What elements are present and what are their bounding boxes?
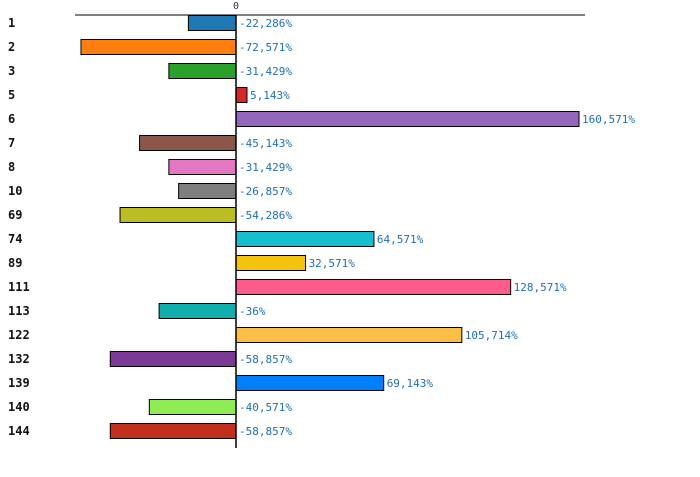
- category-label: 2: [8, 40, 15, 54]
- value-label: 160,571%: [582, 113, 635, 126]
- value-label: -26,857%: [239, 185, 292, 198]
- value-label: -31,429%: [239, 65, 292, 78]
- value-label: -54,286%: [239, 209, 292, 222]
- value-label: -22,286%: [239, 17, 292, 30]
- value-label: -36%: [239, 305, 266, 318]
- value-label: 69,143%: [387, 377, 434, 390]
- bar: [168, 159, 237, 175]
- bar: [235, 231, 375, 247]
- value-label: 5,143%: [250, 89, 290, 102]
- category-label: 1: [8, 16, 15, 30]
- category-label: 89: [8, 256, 22, 270]
- category-label: 140: [8, 400, 30, 414]
- value-label: 105,714%: [465, 329, 518, 342]
- value-label: -40,571%: [239, 401, 292, 414]
- value-label: 64,571%: [377, 233, 424, 246]
- bar: [178, 183, 237, 199]
- bar: [235, 279, 512, 295]
- category-label: 139: [8, 376, 30, 390]
- bar: [148, 399, 237, 415]
- category-label: 69: [8, 208, 22, 222]
- bar: [235, 255, 307, 271]
- bar: [109, 351, 237, 367]
- category-label: 8: [8, 160, 15, 174]
- category-label: 122: [8, 328, 30, 342]
- value-label: 128,571%: [514, 281, 567, 294]
- bar: [235, 327, 463, 343]
- bar: [235, 375, 385, 391]
- value-label: -45,143%: [239, 137, 292, 150]
- bars-group: 1 -22,286% 2 -72,571% 3 -31,429% 5 5,143% 6 160,5…: [8, 15, 635, 439]
- value-label: -72,571%: [239, 41, 292, 54]
- category-label: 111: [8, 280, 30, 294]
- value-label: 32,571%: [309, 257, 356, 270]
- category-label: 10: [8, 184, 22, 198]
- bar: [187, 15, 237, 31]
- bar: [235, 111, 580, 127]
- bar: [158, 303, 237, 319]
- value-label: -31,429%: [239, 161, 292, 174]
- bar: [109, 423, 237, 439]
- value-label: -58,857%: [239, 353, 292, 366]
- category-label: 113: [8, 304, 30, 318]
- category-label: 3: [8, 64, 15, 78]
- zero-tick-label: 0: [233, 1, 239, 12]
- category-label: 5: [8, 88, 15, 102]
- category-label: 132: [8, 352, 30, 366]
- bar: [119, 207, 237, 223]
- value-label: -58,857%: [239, 425, 292, 438]
- bar: [168, 63, 237, 79]
- category-label: 7: [8, 136, 15, 150]
- bar: [235, 87, 248, 103]
- category-label: 6: [8, 112, 15, 126]
- category-label: 74: [8, 232, 22, 246]
- category-label: 144: [8, 424, 30, 438]
- bar: [139, 135, 237, 151]
- bar: [80, 39, 237, 55]
